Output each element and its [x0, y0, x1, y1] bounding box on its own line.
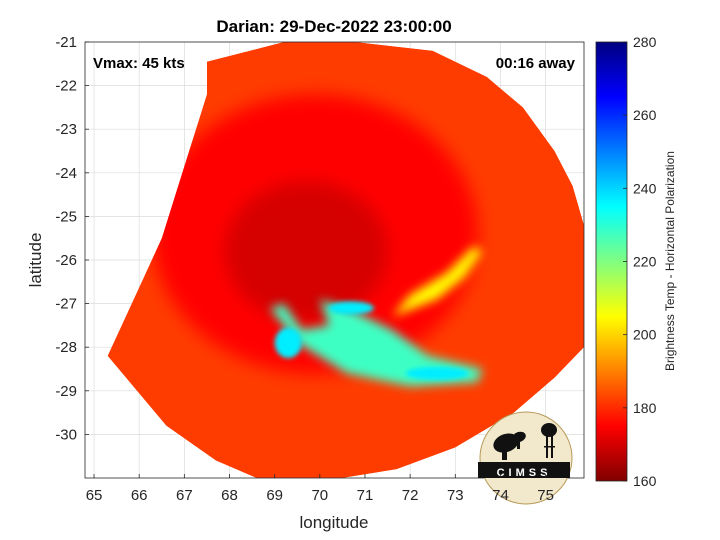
- colorbar-gradient: [595, 41, 628, 482]
- y-tick-label: -25: [55, 208, 77, 225]
- x-tick-label: 67: [176, 487, 193, 504]
- y-tick-label: -21: [55, 34, 77, 51]
- chart-title: Darian: 29-Dec-2022 23:00:00: [216, 17, 451, 36]
- y-tick-label: -23: [55, 121, 77, 138]
- y-tick-label: -29: [55, 383, 77, 400]
- southern-band: [270, 299, 483, 387]
- colorbar-tick-label: 240: [633, 180, 657, 196]
- colorbar-tick-label: 180: [633, 400, 657, 416]
- southern-band-core: [405, 366, 469, 380]
- colorbar-label: Brightness Temp - Horizontal Polarizatio…: [663, 151, 677, 371]
- brightness-temperature-swath: [107, 42, 584, 478]
- x-tick-label: 75: [537, 487, 554, 504]
- y-tick-label: -30: [55, 426, 77, 443]
- colorbar-tick-label: 220: [633, 254, 657, 270]
- y-axis-label: latitude: [26, 233, 45, 288]
- colorbar-ticks: 160 180 200 220 240 260 280: [623, 34, 657, 489]
- vmax-annotation: Vmax: 45 kts: [93, 55, 185, 72]
- x-tick-label: 73: [447, 487, 464, 504]
- colorbar-tick-label: 260: [633, 107, 657, 123]
- satellite-dish-icon: [493, 431, 526, 460]
- x-axis-label: longitude: [299, 513, 368, 532]
- x-tick-label: 66: [131, 487, 148, 504]
- x-tick-label: 69: [266, 487, 283, 504]
- logo-text: CIMSS: [497, 467, 552, 479]
- y-tick-label: -27: [55, 296, 77, 313]
- y-tick-label: -28: [55, 339, 77, 356]
- y-axis: -21 -22 -23 -24 -25 -26 -27 -28 -29 -30: [55, 34, 89, 443]
- colorbar-tick-label: 200: [633, 327, 657, 343]
- logo-building: [478, 462, 570, 478]
- x-tick-label: 72: [402, 487, 419, 504]
- eastern-band: [392, 246, 483, 317]
- x-tick-label: 71: [357, 487, 374, 504]
- colorbar-tick-label: 160: [633, 473, 657, 489]
- y-tick-label: -24: [55, 165, 77, 182]
- x-tick-label: 70: [311, 487, 328, 504]
- southern-band-core: [274, 327, 302, 359]
- southern-band-core: [328, 301, 375, 315]
- time-away-annotation: 00:16 away: [496, 55, 576, 72]
- inner-core: [224, 181, 388, 322]
- swath-features: [152, 94, 483, 387]
- x-axis: 65 66 67 68 69 70 71 72 73 74 75: [86, 474, 554, 504]
- colorbar: 160 180 200 220 240 260 280 Brightness Temp - …: [595, 34, 677, 489]
- plot-area: Vmax: 45 kts 00:16 away CIMSS: [84, 41, 585, 505]
- x-tick-label: 65: [86, 487, 103, 504]
- cimss-logo: CIMSS: [478, 411, 573, 505]
- colorbar-tick-label: 280: [633, 34, 657, 50]
- x-tick-label: 68: [221, 487, 238, 504]
- x-tick-label: 74: [492, 487, 509, 504]
- y-tick-label: -26: [55, 252, 77, 269]
- water-tower-icon: [541, 423, 557, 458]
- y-tick-label: -22: [55, 78, 77, 95]
